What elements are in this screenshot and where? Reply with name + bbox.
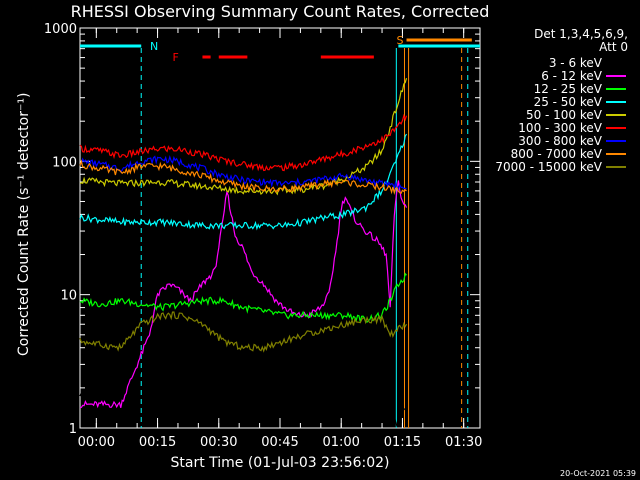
legend-entry-50-100-kev: 50 - 100 keV — [480, 108, 630, 122]
x-tick-label: 00:00 — [78, 435, 115, 450]
legend-swatch — [606, 88, 626, 90]
x-tick-label: 00:45 — [261, 435, 298, 450]
legend-label: 50 - 100 keV — [525, 108, 602, 122]
legend-entry-25-50-kev: 25 - 50 keV — [480, 95, 630, 109]
legend-entry-800-7000-kev: 800 - 7000 keV — [480, 147, 630, 161]
y-axis-label: Corrected Count Rate (s⁻¹ detector⁻¹) — [16, 92, 32, 356]
legend-swatch — [606, 114, 626, 116]
x-tick-label: 00:15 — [139, 435, 176, 450]
flag-label-s: S — [397, 34, 404, 47]
legend-label: 25 - 50 keV — [533, 95, 602, 109]
legend-entry-100-300-kev: 100 - 300 keV — [480, 121, 630, 135]
legend-label: 100 - 300 keV — [518, 121, 602, 135]
y-tick-label: 1 — [69, 422, 77, 437]
legend-label: 12 - 25 keV — [533, 82, 602, 96]
legend-entry-6-12-kev: 6 - 12 keV — [480, 69, 630, 83]
plot-frame — [79, 27, 481, 429]
y-tick-label: 100 — [52, 155, 77, 170]
legend-swatch — [606, 101, 626, 103]
flag-label-n: N — [150, 40, 158, 53]
legend-entry-3-6-kev: 3 - 6 keV — [480, 56, 630, 70]
series-3-6-kev — [79, 197, 408, 428]
x-tick-label: 01:00 — [322, 435, 359, 450]
series-300-800-kev — [79, 155, 407, 191]
legend-swatch — [605, 61, 627, 65]
chart-title: RHESSI Observing Summary Count Rates, Co… — [70, 2, 490, 21]
legend-swatch — [606, 140, 626, 142]
legend-label: 3 - 6 keV — [548, 56, 602, 70]
y-tick-label: 1000 — [44, 22, 77, 37]
detector-info: Det 1,3,4,5,6,9, Att 0 — [534, 28, 628, 54]
legend-label: 300 - 800 keV — [518, 134, 602, 148]
legend-label: 7000 - 15000 keV — [495, 160, 602, 174]
legend: 3 - 6 keV 6 - 12 keV 12 - 25 keV 25 - 50 ke… — [480, 56, 630, 174]
legend-entry-7000-15000-kev: 7000 - 15000 keV — [480, 160, 630, 174]
legend-entry-300-800-kev: 300 - 800 keV — [480, 134, 630, 148]
legend-swatch — [606, 166, 626, 168]
y-tick-label: 10 — [60, 289, 77, 304]
flag-label-f: F — [172, 51, 178, 64]
series-800-7000-kev — [79, 159, 407, 195]
detector-list: Det 1,3,4,5,6,9, — [534, 27, 628, 41]
legend-label: 800 - 7000 keV — [510, 147, 602, 161]
legend-swatch — [606, 153, 626, 155]
x-tick-label: 01:30 — [445, 435, 482, 450]
series-100-300-kev — [79, 113, 408, 172]
legend-label: 6 - 12 keV — [541, 69, 602, 83]
generation-timestamp: 20-Oct-2021 05:39 — [560, 469, 636, 478]
series-25-50-kev — [79, 133, 408, 231]
legend-swatch — [606, 75, 626, 77]
x-tick-label: 00:30 — [200, 435, 237, 450]
legend-swatch — [606, 127, 626, 129]
series-6-12-kev — [79, 180, 408, 409]
series-12-25-kev — [79, 272, 407, 323]
series-7000-15000-kev — [79, 311, 408, 353]
series-50-100-kev — [79, 78, 408, 196]
x-axis-label: Start Time (01-Jul-03 23:56:02) — [170, 455, 390, 471]
attenuator-state: Att 0 — [599, 40, 628, 54]
legend-entry-12-25-kev: 12 - 25 keV — [480, 82, 630, 96]
x-tick-label: 01:15 — [384, 435, 421, 450]
